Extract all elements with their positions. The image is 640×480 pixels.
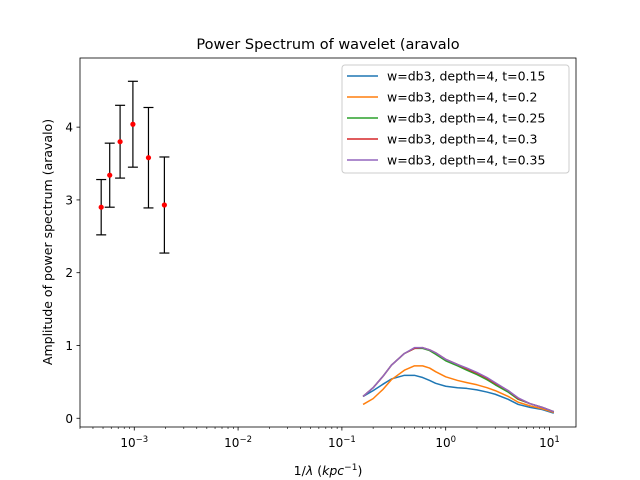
y-tick-label-0: 0 [65, 412, 73, 426]
x-axis: 10−3 10−2 10−1 100 101 [79, 427, 560, 450]
legend-label-3: w=db3, depth=4, t=0.3 [387, 132, 537, 147]
y-tick-label-1: 1 [65, 339, 73, 353]
x-axis-label: 1/λ (kpc−1) [294, 463, 363, 478]
series-line-4 [362, 346, 555, 413]
x-tick-label-0: 10−3 [120, 435, 148, 450]
y-tick-label-3: 3 [65, 193, 73, 207]
y-tick-label-2: 2 [65, 266, 73, 280]
y-axis: 0 1 2 3 4 [65, 121, 80, 426]
legend: w=db3, depth=4, t=0.15 w=db3, depth=4, t=… [341, 64, 570, 174]
legend-label-4: w=db3, depth=4, t=0.35 [387, 153, 545, 168]
y-tick-label-4: 4 [65, 121, 73, 135]
series-line-1 [362, 365, 555, 414]
axes-frame [79, 57, 577, 428]
legend-label-2: w=db3, depth=4, t=0.25 [387, 111, 545, 126]
y-axis-label: Amplitude of power spectrum (aravalo) [40, 119, 55, 365]
legend-label-0: w=db3, depth=4, t=0.15 [387, 69, 545, 84]
legend-label-1: w=db3, depth=4, t=0.2 [387, 90, 537, 105]
data-point-5 [161, 202, 167, 208]
legend-box [341, 64, 570, 174]
data-point-1 [107, 172, 113, 178]
data-point-2 [117, 139, 123, 145]
chart-title: Power Spectrum of wavelet (aravalo [196, 37, 459, 53]
x-tick-label-2: 10−1 [328, 435, 356, 450]
data-point-0 [98, 204, 104, 210]
x-tick-label-1: 10−2 [224, 435, 252, 450]
plot-area [96, 80, 555, 414]
data-point-4 [145, 155, 152, 161]
data-point-3 [130, 121, 136, 127]
x-tick-label-3: 100 [435, 435, 456, 450]
x-tick-label-4: 101 [539, 435, 560, 450]
